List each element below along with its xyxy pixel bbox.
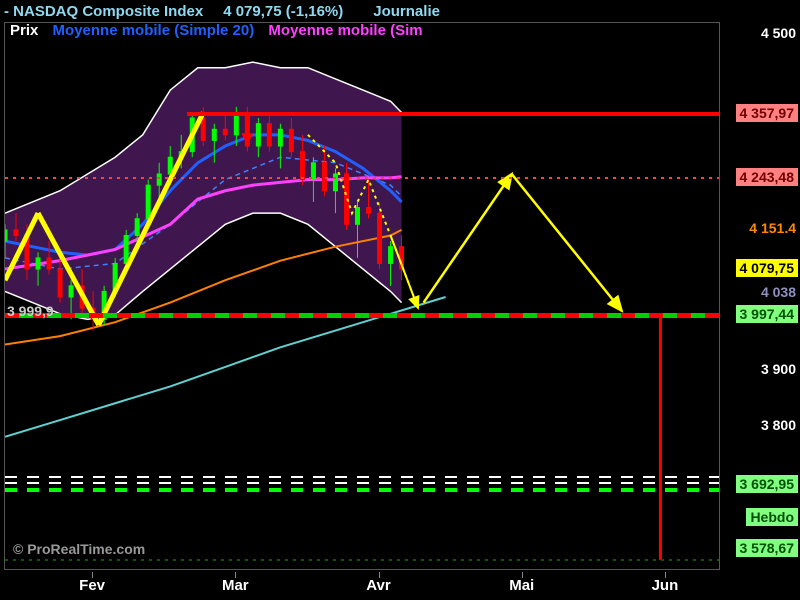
y-tick-label: 3 900 (761, 361, 796, 377)
y-tick-label: 4 079,75 (736, 259, 799, 277)
x-tick-label: Avr (366, 577, 390, 594)
hebdo-label: Hebdo (746, 508, 798, 526)
timeframe-label: Journalie (373, 3, 440, 20)
x-tick-label: Mar (222, 577, 249, 594)
y-tick-label: 3 578,67 (736, 539, 799, 557)
x-tick-label: Jun (652, 577, 679, 594)
y-tick-label: 4 038 (761, 284, 796, 300)
x-axis: Fev Mar Avr Mai Jun (4, 572, 720, 600)
y-axis: 4 500 4 357,97 4 243,48 4 151.4 4 079,75 4 03… (724, 22, 800, 570)
instrument-price: 4 079,75 (-1,16%) (223, 3, 343, 20)
y-tick-label: 3 800 (761, 417, 796, 433)
y-tick-label: 3 692,95 (736, 475, 799, 493)
x-tick-label: Fev (79, 577, 105, 594)
instrument-title: - NASDAQ Composite Index (4, 3, 203, 20)
y-tick-label: 4 151.4 (749, 220, 796, 236)
chart-header: - NASDAQ Composite Index 4 079,75 (-1,16… (0, 0, 800, 22)
y-tick-label: 3 997,44 (736, 305, 799, 323)
y-tick-label: 4 243,48 (736, 168, 799, 186)
y-tick-label: 4 357,97 (736, 104, 799, 122)
last-price-tag: 3 999,9 (7, 303, 54, 319)
chart-container: - NASDAQ Composite Index 4 079,75 (-1,16… (0, 0, 800, 600)
plot-area[interactable]: 3 999,9 © ProRealTime.com (4, 22, 720, 570)
x-tick-label: Mai (509, 577, 534, 594)
y-tick-label: 4 500 (761, 25, 796, 41)
watermark: © ProRealTime.com (13, 541, 145, 557)
